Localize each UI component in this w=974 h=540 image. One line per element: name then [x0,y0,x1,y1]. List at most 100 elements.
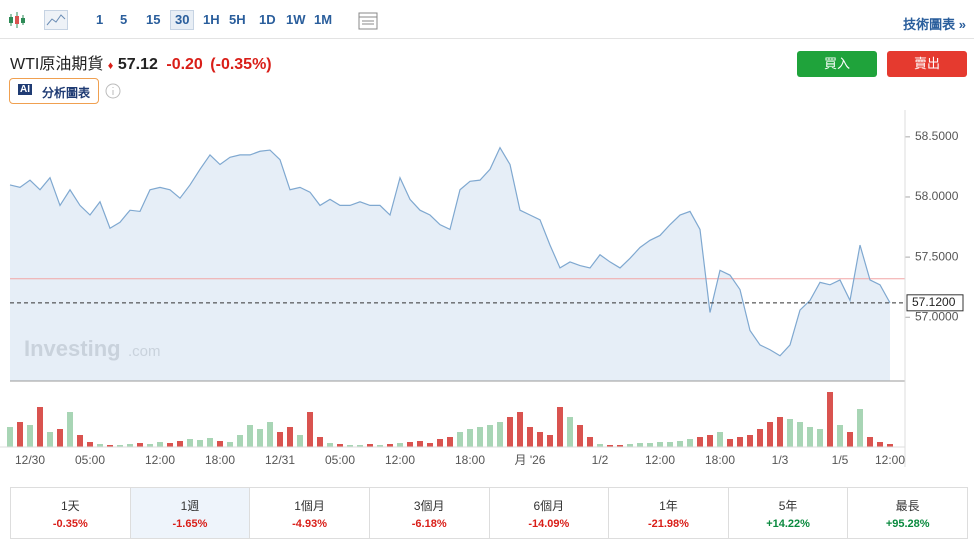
volume-bar [637,443,643,447]
volume-bar [457,432,463,447]
y-tick-label: 58.5000 [915,129,959,143]
volume-bar [837,425,843,447]
period-cell[interactable]: 5年 +14.22% [729,488,849,538]
volume-bar [487,425,493,447]
x-tick-label: 12:00 [645,453,675,467]
interval[interactable]: 5 [120,12,128,27]
last-price-box [906,294,964,312]
x-tick-label: 12:00 [145,453,175,467]
toolbar: 1 5 15 30 1H 5H 1D 1W 1M 技術圖表 » [0,0,974,39]
volume-bar [577,425,583,447]
volume-bar [67,412,73,447]
volume-bar [497,422,503,447]
x-tick-label: 05:00 [325,453,355,467]
watermark: Investing [24,336,121,361]
candle-icon[interactable] [8,12,30,28]
instrument-name: WTI原油期貨 [10,56,104,73]
interval[interactable]: 5H [229,12,246,27]
interval[interactable]: 1H [203,12,220,27]
volume-bar [737,437,743,447]
period-label: 3個月 [413,499,445,513]
volume-bar [617,445,623,447]
price-line [9,146,891,357]
period-change: -14.09% [528,518,570,530]
interval[interactable]: 30 [170,10,195,30]
volume-bar [547,435,553,447]
volume-bar [527,427,533,447]
volume-bar [507,417,513,447]
y-tick-label: 57.5000 [915,249,959,263]
volume-bar [877,442,883,447]
volume-bar [807,427,813,447]
volume-bar [317,437,323,447]
down-arrow: ♦ [107,60,114,72]
volume-bar [47,432,53,447]
volume-bar [377,445,383,447]
watermark-suffix: .com [128,343,161,360]
volume-bar [87,442,93,447]
volume-bar [127,444,133,447]
volume-bar [567,417,573,447]
line-icon[interactable] [44,10,68,30]
change-pct: (-0.35%) [210,56,272,73]
interval[interactable]: 15 [146,12,161,27]
volume-bar [787,419,793,447]
volume-bar [647,443,653,447]
volume-bar [777,417,783,447]
period-label: 5年 [778,499,798,513]
volume-bar [247,425,253,447]
period-cell[interactable]: 最長 +95.28% [848,488,967,538]
period-label: 1年 [659,499,678,513]
price-area [10,147,890,381]
info-icon[interactable] [105,83,121,99]
volume-bar [217,441,223,447]
chart: 57.0000 57.5000 58.0000 58.5000 Investing .co… [0,110,964,467]
period-cell[interactable]: 1天 -0.35% [11,488,131,538]
volume-bar [447,437,453,447]
volume-bar [197,440,203,447]
period-label: 1週 [180,499,200,513]
volume-bar [37,407,43,447]
ai-label: 分析圖表 [42,86,91,100]
period-change: -1.65% [172,518,208,530]
x-tick-label: 12:00 [385,453,415,467]
x-tick-label: 12/31 [265,453,295,467]
volume-bar [277,432,283,447]
volume-bar [827,392,833,447]
layout-icon[interactable] [358,12,378,30]
volume-bar [697,437,703,447]
volume-bar [857,409,863,447]
x-tick-label: 18:00 [205,453,235,467]
volume-bar [587,437,593,447]
volume-bar [57,429,63,447]
volume-bar [537,432,543,447]
technical-chart-link[interactable]: 技術圖表 » [903,17,966,32]
period-cell[interactable]: 1週 -1.65% [130,488,251,538]
volume-bar [557,407,563,447]
period-change: +14.22% [766,518,810,530]
volume-bar [327,443,333,447]
period-cell[interactable]: 1個月 -4.93% [250,488,370,538]
volume-bar [727,439,733,447]
y-tick-label: 58.0000 [915,189,959,203]
period-label: 1天 [60,499,80,513]
sell-button[interactable]: 賣出 [887,51,967,77]
period-cell[interactable]: 6個月 -14.09% [490,488,610,538]
last-price-label: 57.1200 [912,295,956,309]
volume-bar [77,435,83,447]
volume-bar [687,439,693,447]
period-cell[interactable]: 3個月 -6.18% [370,488,490,538]
ai-button[interactable]: AI 分析圖表 [9,78,99,104]
interval[interactable]: 1M [314,12,333,27]
period-change: -6.18% [411,518,447,530]
x-tick-label: 1/2 [592,453,609,467]
interval[interactable]: 1W [286,12,306,27]
interval[interactable]: 1 [96,12,104,27]
period-cell[interactable]: 1年 -21.98% [609,488,729,538]
volume-bar [137,443,143,447]
volume-bar [7,427,13,447]
buy-button[interactable]: 買入 [797,51,877,77]
volume-bar [467,429,473,447]
volume-bar [627,444,633,447]
interval[interactable]: 1D [259,12,276,27]
